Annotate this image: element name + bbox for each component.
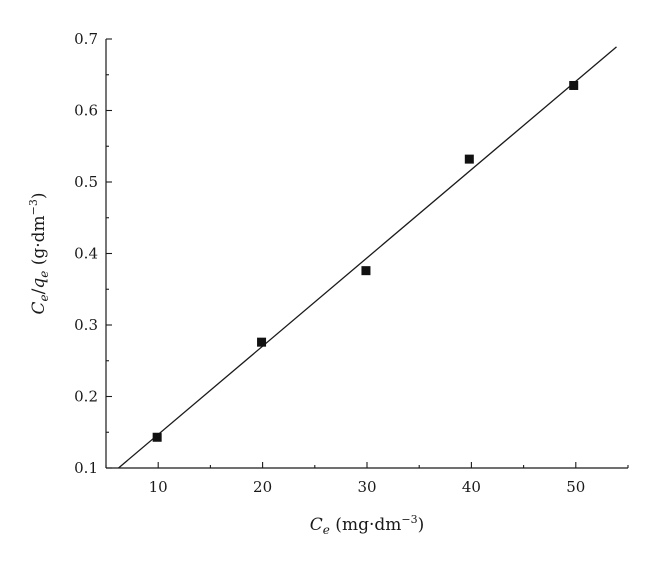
data-point [152, 432, 162, 442]
x-tick-label: 40 [462, 478, 481, 496]
data-point [361, 266, 371, 276]
y-tick-label: 0.3 [74, 316, 98, 334]
x-axis-label: Ce (mg·dm−3) [310, 513, 424, 537]
y-tick-label: 0.2 [74, 388, 98, 406]
data-point [257, 337, 267, 347]
y-tick-label: 0.6 [74, 102, 98, 120]
y-label-close: ) [29, 192, 49, 199]
y-axis-label: Ce/qe (g·dm−3) [27, 192, 51, 314]
data-points [152, 80, 579, 442]
x-label-close: ) [418, 515, 425, 535]
fit-line-group [118, 46, 617, 469]
x-label-unit: (mg·dm [330, 515, 401, 535]
x-tick-label: 10 [149, 478, 168, 496]
y-label-slash: / [29, 288, 49, 294]
y-tick-label: 0.5 [74, 173, 98, 191]
x-tick-label: 50 [566, 478, 585, 496]
x-label-exp: −3 [401, 513, 417, 526]
data-point [464, 154, 474, 164]
x-label-sub: e [323, 523, 330, 537]
x-label-var: C [310, 515, 323, 535]
y-ticks: 0.1 0.2 0.3 0.4 0.5 0.6 0.7 [74, 30, 112, 477]
y-tick-label: 0.7 [74, 30, 98, 48]
data-point [569, 80, 579, 90]
y-label-sub1: e [37, 294, 51, 301]
x-ticks: 10 20 30 40 50 [105, 462, 629, 496]
y-tick-label: 0.1 [74, 459, 98, 477]
y-label-var2: q [29, 278, 49, 289]
y-label-exp: −3 [27, 199, 40, 215]
x-tick-label: 30 [357, 478, 376, 496]
fit-line [118, 46, 617, 469]
y-label-var1: C [29, 302, 49, 315]
y-tick-label: 0.4 [74, 245, 98, 263]
y-label-sub2: e [37, 271, 51, 278]
x-tick-label: 20 [253, 478, 272, 496]
y-label-unit: (g·dm [29, 215, 49, 270]
